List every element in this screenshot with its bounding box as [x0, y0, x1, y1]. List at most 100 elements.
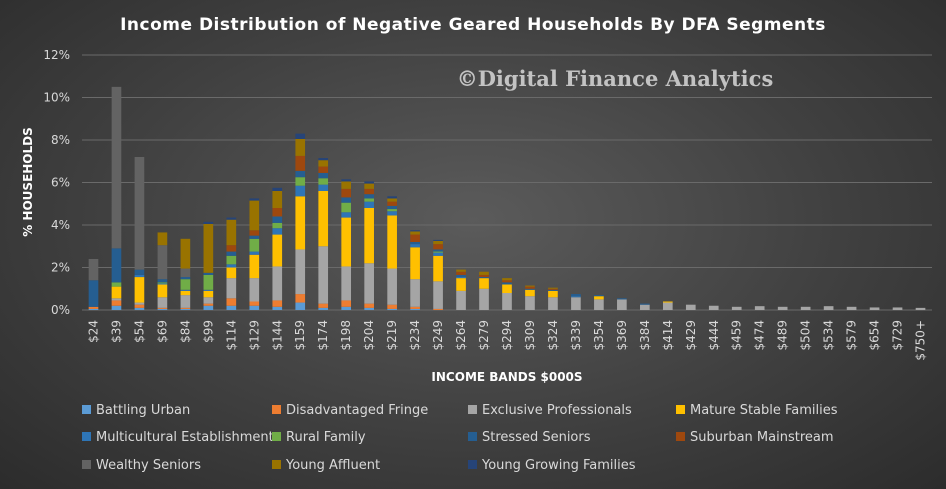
bar-segment: [157, 279, 168, 283]
bar-segment: [295, 249, 306, 295]
bar-segment: [203, 221, 214, 224]
bar-segment: [387, 198, 397, 202]
bar-segment: [525, 289, 535, 297]
bar-segment: [869, 307, 880, 310]
bar-segment: [249, 235, 260, 239]
legend-label: Young Growing Families: [481, 458, 636, 473]
bar-segment: [594, 295, 604, 297]
legend-label: Young Affluent: [285, 458, 380, 473]
bar-segment: [226, 255, 237, 265]
bar-segment: [318, 246, 329, 304]
bar-segment: [157, 245, 168, 280]
x-tick-label: $414: [661, 320, 675, 351]
bar-segment: [203, 297, 214, 304]
legend-item: Young Growing Families: [468, 458, 636, 473]
y-tick-label: 12%: [43, 48, 70, 62]
bar-segment: [410, 242, 420, 245]
legend-label: Wealthy Seniors: [96, 458, 201, 473]
bar-segment: [364, 198, 374, 202]
x-tick-label: $129: [247, 320, 261, 351]
x-tick-label: $504: [799, 320, 813, 351]
x-tick-label: $234: [408, 320, 422, 351]
bar-segment: [571, 294, 581, 297]
x-axis-ticks: $24 $39 $54 $69 $84 $99 $114 $129 $144 $159 $174 $1…: [86, 320, 927, 361]
bar-segment: [203, 305, 214, 310]
x-tick-label: $459: [730, 320, 744, 351]
legend-label: Stressed Seniors: [482, 430, 591, 445]
x-tick-label: $54: [132, 320, 146, 343]
bar-segment: [226, 267, 237, 279]
bar-segment: [341, 179, 352, 182]
bar-segment: [111, 286, 122, 299]
bar-segment: [341, 202, 352, 213]
legend-swatch: [82, 432, 91, 441]
x-tick-label: $24: [86, 320, 100, 343]
bar-segment: [364, 307, 374, 310]
bar-segment: [111, 300, 122, 306]
x-tick-label: $279: [477, 320, 491, 351]
bar-segment: [272, 222, 283, 229]
bar-segment: [479, 271, 489, 275]
y-tick-label: 10%: [43, 91, 70, 105]
bar-segment: [754, 306, 765, 310]
bar-segment: [433, 239, 443, 241]
bar-segment: [134, 269, 145, 275]
legend-swatch: [82, 405, 91, 414]
bar-segment: [134, 302, 145, 305]
bar-segment: [777, 306, 788, 310]
bar-segment: [800, 306, 811, 310]
x-tick-label: $39: [109, 320, 123, 343]
bar-segment: [548, 289, 558, 291]
bar-segment: [318, 158, 329, 161]
bar-segment: [731, 306, 742, 310]
bar-segment: [433, 281, 443, 309]
x-axis-label: INCOME BANDS $000S: [431, 370, 582, 384]
bar-segment: [410, 306, 420, 309]
y-tick-label: 0%: [51, 303, 70, 317]
bar-segment: [456, 271, 466, 275]
bar-segment: [203, 272, 214, 275]
legend-swatch: [676, 432, 685, 441]
x-tick-label: $219: [385, 320, 399, 351]
legend-label: Exclusive Professionals: [482, 403, 632, 418]
bar-segment: [88, 259, 99, 281]
bar-segment: [662, 302, 673, 310]
bar-segment: [341, 197, 352, 203]
bar-segment: [364, 183, 374, 189]
bar-segment: [479, 277, 489, 279]
bar-segment: [272, 266, 283, 301]
bar-segment: [180, 277, 191, 280]
bar-segment: [180, 268, 191, 278]
x-tick-label: $294: [500, 320, 514, 351]
bar-segment: [157, 308, 168, 310]
bar-segment: [111, 248, 122, 283]
bar-segment: [502, 293, 512, 310]
bar-segment: [685, 304, 696, 310]
bar-segment: [203, 290, 214, 298]
bar-segment: [617, 298, 627, 300]
bar-segment: [341, 266, 352, 301]
bar-segment: [111, 86, 122, 249]
bar-segment: [341, 181, 352, 189]
bar-segment: [134, 277, 145, 303]
bar-segment: [180, 307, 191, 309]
bar-segment: [226, 217, 237, 220]
bar-segment: [272, 208, 283, 217]
gridlines: [82, 54, 932, 311]
bar-segment: [525, 296, 535, 310]
legend-item: Stressed Seniors: [468, 430, 591, 445]
bar-segment: [295, 302, 306, 310]
y-axis-label: % HOUSEHOLDS: [21, 127, 35, 237]
bars: [88, 86, 926, 310]
legend-label: Battling Urban: [96, 403, 190, 418]
bar-segment: [318, 303, 329, 308]
bar-segment: [387, 209, 397, 212]
bar-segment: [295, 133, 306, 139]
x-tick-label: $324: [546, 320, 560, 351]
bar-segment: [433, 308, 443, 310]
bar-segment: [456, 290, 466, 310]
bar-segment: [364, 201, 374, 208]
bar-segment: [433, 255, 443, 282]
bar-segment: [594, 296, 604, 300]
watermark: ©Digital Finance Analytics: [457, 66, 774, 91]
